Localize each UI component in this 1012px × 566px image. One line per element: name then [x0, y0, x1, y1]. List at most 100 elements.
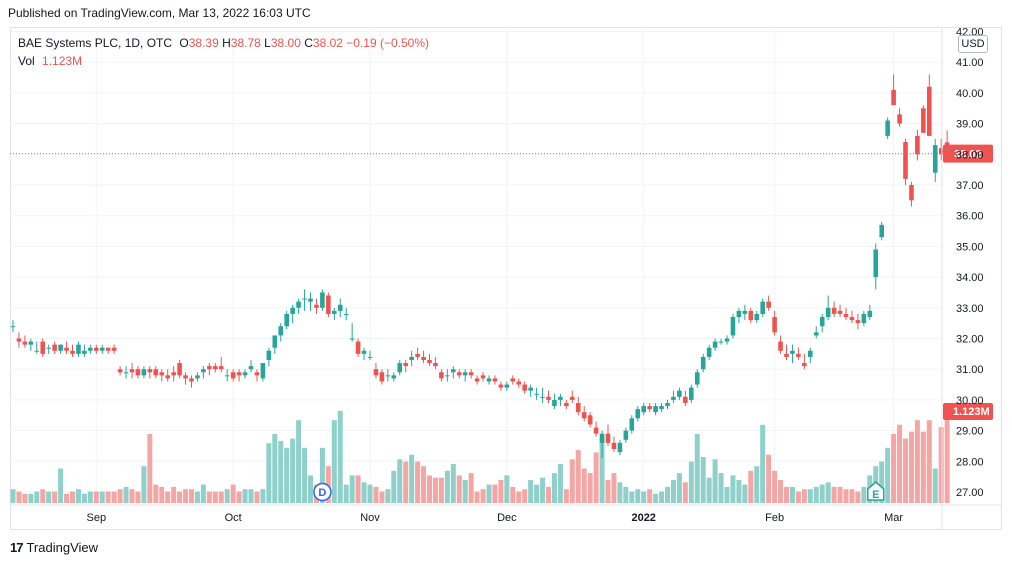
volume-bar: [855, 491, 861, 503]
volume-bar: [456, 475, 462, 503]
volume-bar: [623, 486, 629, 503]
volume-bar: [444, 470, 450, 503]
volume-bar: [522, 489, 528, 503]
volume-bar: [932, 468, 938, 503]
candle-body: [165, 375, 170, 379]
price-tick-label: 41.00: [956, 57, 984, 69]
price-tick-label: 34.00: [956, 272, 984, 284]
volume-bar: [516, 491, 522, 503]
volume-bar: [242, 489, 248, 503]
candle-body: [659, 406, 664, 410]
price-axis[interactable]: 27.00 28.00 29.00 30.00 31.00 32.00 33.00 34.00…: [941, 27, 984, 530]
volume-bar: [343, 484, 349, 503]
volume-bar: [272, 434, 278, 503]
candle-body: [790, 350, 795, 354]
price-tick-label: 33.00: [956, 303, 984, 315]
candle-body: [123, 372, 129, 374]
volume-bar: [290, 438, 296, 503]
candle-body: [105, 347, 111, 351]
candle-body: [76, 344, 81, 354]
candle-body: [778, 341, 783, 351]
volume-bar: [325, 466, 331, 503]
volume-bar: [920, 431, 926, 503]
candle-body: [326, 295, 331, 314]
volume-bar: [135, 491, 141, 503]
price-tick-label: 39.00: [956, 119, 984, 131]
volume-bar: [75, 489, 81, 503]
currency-button[interactable]: USD: [958, 35, 988, 53]
volume-bar: [510, 486, 516, 503]
candle-body: [825, 307, 831, 318]
volume-bar: [861, 486, 867, 503]
volume-bar: [64, 493, 70, 503]
candle-body: [445, 375, 450, 377]
candle-body: [218, 366, 224, 370]
volume-bar: [117, 489, 123, 503]
time-tick-label: Dec: [497, 512, 517, 524]
published-note: Published on TradingView.com, Mar 13, 20…: [8, 6, 311, 20]
dividend-marker-icon: [313, 482, 332, 502]
volume-bar: [40, 489, 46, 503]
volume-bar: [778, 480, 784, 503]
volume-bar: [492, 484, 498, 503]
candle-body: [403, 363, 408, 367]
candle-body: [653, 406, 658, 413]
candle-body: [813, 332, 819, 336]
price-tick-label: 35.00: [956, 241, 984, 253]
candle-body: [867, 310, 873, 318]
volume-bar: [617, 482, 623, 503]
candle-body: [320, 292, 325, 308]
volume-bar: [409, 454, 415, 503]
candle-body: [213, 366, 218, 370]
time-tick-label: 2022: [631, 512, 655, 524]
volume-bar: [171, 486, 177, 503]
volume-bar: [706, 477, 712, 503]
candle-body: [760, 301, 765, 314]
volume-bar: [801, 489, 807, 503]
volume-bar: [551, 473, 557, 503]
volume-bar: [742, 484, 748, 503]
candle-body: [254, 372, 260, 376]
candle-body: [671, 396, 676, 400]
candlestick-chart[interactable]: 38.02 1.123M 27.00 28.00 29.00 30.00 31.00 32.…: [10, 27, 1002, 530]
candle-body: [153, 369, 159, 376]
last-price-badge: [943, 144, 993, 163]
volume-bar: [789, 486, 795, 503]
candle-body: [290, 307, 295, 314]
candle-body: [337, 304, 343, 311]
price-tick-label: 40.00: [956, 88, 984, 100]
volume-bar: [397, 459, 403, 503]
volume-bar: [260, 489, 266, 503]
volume-bar: [206, 491, 212, 503]
candle-body: [575, 402, 581, 413]
volume-bar: [849, 489, 855, 503]
volume-bar: [308, 475, 313, 503]
volume-bar: [659, 491, 665, 503]
volume-bar: [629, 491, 635, 503]
candle-body: [433, 363, 438, 367]
candle-body: [10, 326, 16, 328]
volume-bar: [546, 486, 551, 503]
tradingview-logo[interactable]: 17 TradingView: [10, 540, 98, 555]
candle-body: [647, 406, 652, 410]
volume-bar: [248, 489, 254, 503]
volume-bar: [611, 473, 617, 503]
candle-body: [796, 353, 801, 357]
candle-body: [552, 399, 557, 407]
last-volume-badge: [943, 403, 993, 420]
volume-bar: [766, 454, 772, 503]
candle-body: [849, 317, 855, 321]
candle-body: [712, 341, 718, 348]
legend-row-price: BAE Systems PLC, 1D, OTC O38.39 H38.78 L…: [18, 35, 429, 52]
time-axis[interactable]: Sep Oct Nov Dec 2022 Feb Mar: [10, 504, 1002, 524]
volume-bar: [284, 447, 290, 503]
volume-bar: [581, 468, 587, 503]
volume-bar: [415, 461, 421, 503]
price-tick-label: 32.00: [956, 334, 984, 346]
volume-bar: [903, 438, 908, 503]
volume-bar: [212, 491, 218, 503]
candle-body: [915, 135, 920, 155]
high-value: 38.78: [230, 36, 261, 50]
volume-bar: [730, 475, 736, 503]
